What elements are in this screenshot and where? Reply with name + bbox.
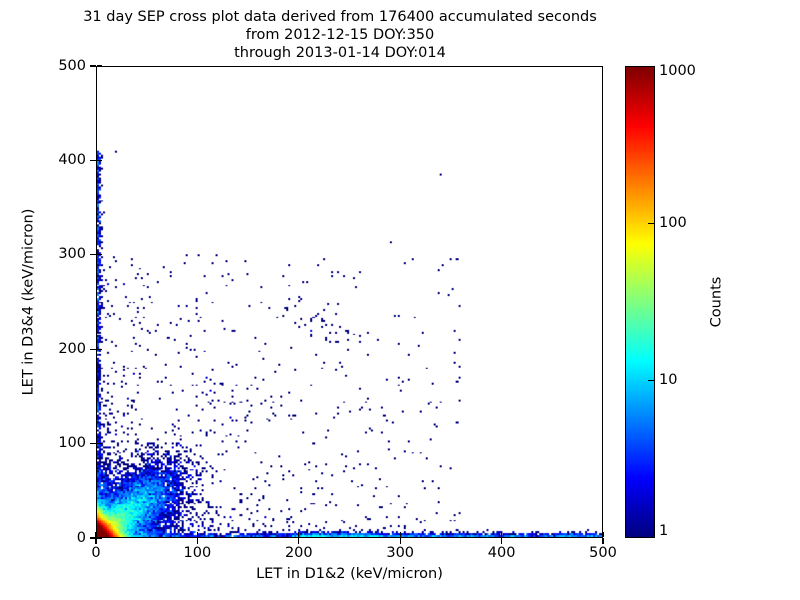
- colorbar: [625, 66, 655, 538]
- y-tick-500: [90, 65, 96, 67]
- y-tick-200: [90, 348, 96, 350]
- colorbar-tick-label-100: 100: [659, 214, 687, 231]
- colorbar-tick-100: [648, 222, 654, 224]
- y-tick-inner-100: [97, 442, 102, 445]
- y-tick-inner-300: [97, 254, 102, 256]
- x-tick-label-400: 400: [487, 545, 516, 561]
- x-tick-inner-300: [399, 532, 401, 537]
- x-tick-400: [500, 538, 503, 544]
- colorbar-tick-label-10: 10: [659, 372, 678, 389]
- y-tick-400: [90, 159, 96, 162]
- colorbar-tick-label-1: 1: [659, 523, 669, 539]
- x-tick-inner-0: [95, 532, 97, 537]
- y-axis-label: LET in D3&4 (keV/micron): [18, 66, 38, 538]
- y-tick-label-0: 0: [76, 529, 86, 546]
- x-tick-inner-100: [196, 532, 199, 537]
- x-tick-label-0: 0: [91, 545, 101, 561]
- chart-title: 31 day SEP cross plot data derived from …: [0, 8, 680, 62]
- plot-axes: [96, 66, 603, 538]
- y-tick-label-300: 300: [58, 246, 86, 263]
- colorbar-tick-label-1000: 1000: [659, 63, 696, 79]
- title-line-1: 31 day SEP cross plot data derived from …: [83, 9, 597, 25]
- y-tick-inner-400: [97, 159, 102, 162]
- x-tick-inner-400: [500, 532, 503, 537]
- y-tick-label-100: 100: [58, 435, 86, 452]
- title-line-2: from 2012-12-15 DOY:350: [245, 27, 435, 43]
- x-tick-200: [298, 538, 300, 544]
- y-tick-label-400: 400: [58, 151, 86, 168]
- y-tick-300: [90, 254, 96, 256]
- colorbar-label-text: Counts: [708, 276, 724, 328]
- y-tick-inner-0: [97, 537, 102, 539]
- x-tick-inner-200: [298, 532, 300, 537]
- scatter-heatmap-canvas: [97, 67, 602, 537]
- x-tick-label-200: 200: [284, 545, 313, 561]
- x-axis-label: LET in D1&2 (keV/micron): [256, 566, 443, 582]
- x-tick-100: [196, 538, 199, 544]
- y-tick-label-500: 500: [58, 57, 86, 74]
- x-tick-500: [602, 538, 604, 544]
- x-tick-label-300: 300: [386, 545, 415, 561]
- x-tick-inner-500: [602, 532, 604, 537]
- colorbar-gradient: [626, 67, 654, 537]
- colorbar-tick-10: [648, 380, 654, 382]
- x-tick-label-100: 100: [183, 545, 212, 561]
- y-tick-100: [90, 442, 96, 445]
- x-tick-0: [95, 538, 97, 544]
- y-axis-label-text: LET in D3&4 (keV/micron): [20, 208, 37, 396]
- y-tick-inner-500: [97, 65, 102, 67]
- x-tick-300: [399, 538, 401, 544]
- colorbar-label: Counts: [706, 66, 726, 538]
- y-tick-inner-200: [97, 348, 102, 350]
- x-tick-label-500: 500: [589, 545, 617, 561]
- y-tick-0: [90, 537, 96, 539]
- title-line-3: through 2013-01-14 DOY:014: [234, 45, 446, 61]
- y-tick-label-200: 200: [58, 340, 86, 357]
